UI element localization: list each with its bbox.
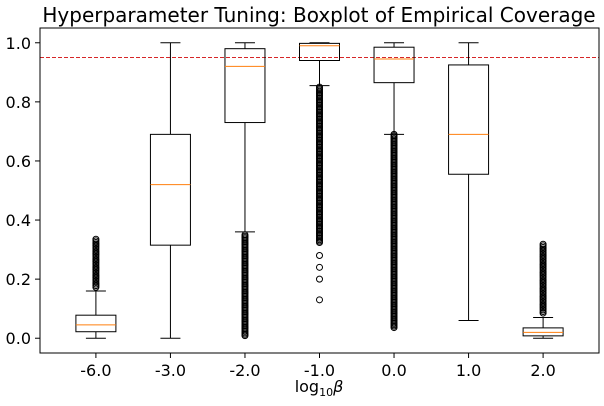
- outlier-point: [92, 283, 100, 291]
- x-tick-label: 0.0: [381, 361, 406, 380]
- y-tick-label: 1.0: [6, 34, 31, 53]
- box-iqr: [299, 42, 340, 61]
- y-tick-label: 0.2: [6, 270, 31, 289]
- x-axis-label: log10β: [295, 377, 344, 399]
- y-tick-label: 0.6: [6, 152, 31, 171]
- x-axis-label-subscript: 10: [319, 386, 333, 399]
- outlier-point: [316, 263, 323, 271]
- outlier-point: [316, 252, 323, 259]
- x-axis-label-symbol: β: [332, 377, 343, 396]
- box-iqr: [373, 46, 415, 84]
- y-tick-label: 0.0: [6, 329, 31, 348]
- outlier-point: [316, 275, 323, 283]
- x-tick-label: 2.0: [530, 361, 555, 380]
- box-iqr: [149, 133, 191, 246]
- x-tick-label: -2.0: [229, 361, 260, 380]
- x-axis-label-main: log: [295, 377, 319, 396]
- x-tick-label: -1.0: [304, 361, 335, 380]
- box-iqr: [448, 64, 490, 175]
- outlier-point: [241, 332, 249, 340]
- box-iqr: [75, 314, 117, 333]
- x-tick-label: -3.0: [155, 361, 186, 380]
- outlier-point: [539, 309, 547, 317]
- x-tick-label: -6.0: [80, 361, 111, 380]
- outlier-point: [316, 296, 323, 304]
- plot-area: 0.0 0.2 0.4 0.6 0.8 1.0 -6.0 -3.0 -2.0 -1.0 0.0 1.0…: [6, 34, 599, 380]
- outlier-point: [390, 324, 398, 332]
- x-tick-label: 1.0: [456, 361, 481, 380]
- plot-frame: [39, 27, 600, 354]
- y-tick-label: 0.4: [6, 211, 31, 230]
- outlier-point: [316, 238, 323, 246]
- box-iqr: [224, 48, 266, 124]
- chart-title: Hyperparameter Tuning: Boxplot of Empiri…: [42, 3, 595, 27]
- y-tick-label: 0.8: [6, 93, 31, 112]
